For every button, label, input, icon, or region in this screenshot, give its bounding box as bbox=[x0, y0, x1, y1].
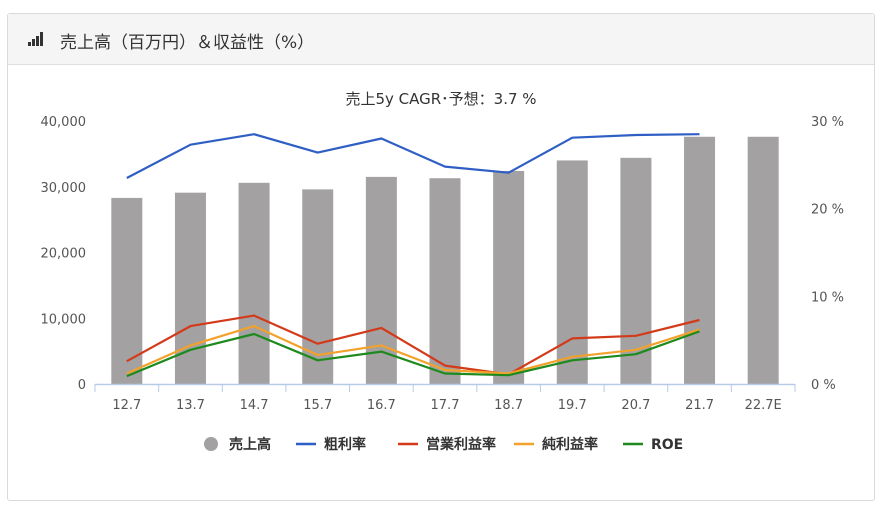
x-tick-label: 21.7 bbox=[685, 398, 714, 413]
line-series-純利益率 bbox=[126, 325, 700, 375]
bar-sales bbox=[111, 197, 143, 384]
legend-label: ROE bbox=[651, 437, 683, 453]
legend-label: 粗利率 bbox=[324, 436, 366, 453]
bar-sales bbox=[174, 192, 206, 384]
legend-label: 純利益率 bbox=[542, 436, 598, 453]
legend-item[interactable]: 売上高 bbox=[204, 436, 271, 453]
chart-card: 売上高（百万円）＆収益性（%） bbox=[7, 13, 875, 501]
x-tick-label: 18.7 bbox=[494, 398, 523, 413]
right-tick-label: 10 % bbox=[811, 290, 844, 305]
bar-sales bbox=[238, 182, 270, 384]
bar-sales bbox=[556, 160, 588, 384]
legend-item[interactable]: 純利益率 bbox=[514, 436, 598, 453]
bar-sales bbox=[747, 136, 779, 384]
bar-sales bbox=[684, 136, 716, 384]
x-tick-label: 16.7 bbox=[367, 398, 396, 413]
x-tick-label: 14.7 bbox=[240, 398, 269, 413]
line-series-ROE bbox=[126, 330, 700, 378]
x-tick-label: 20.7 bbox=[621, 398, 650, 413]
left-tick-label: 20,000 bbox=[41, 247, 87, 262]
x-tick-label: 17.7 bbox=[431, 398, 460, 413]
left-tick-label: 40,000 bbox=[41, 115, 87, 130]
left-tick-label: 0 bbox=[78, 378, 86, 393]
legend-item[interactable]: 営業利益率 bbox=[398, 436, 496, 453]
legend-item[interactable]: ROE bbox=[623, 437, 683, 453]
card-title: 売上高（百万円）＆収益性（%） bbox=[60, 33, 315, 53]
x-tick-label: 12.7 bbox=[112, 398, 141, 413]
card-header: 売上高（百万円）＆収益性（%） bbox=[8, 14, 874, 65]
x-tick-label: 22.7E bbox=[745, 398, 782, 413]
x-tick-label: 15.7 bbox=[303, 398, 332, 413]
line-series-粗利率 bbox=[126, 133, 700, 179]
legend-label: 売上高 bbox=[229, 436, 271, 453]
bar-sales bbox=[429, 178, 461, 384]
legend-circle-icon bbox=[204, 437, 218, 451]
bar-signal-icon bbox=[28, 32, 44, 46]
chart-title: 売上5y CAGR･予想：3.7 % bbox=[345, 90, 536, 108]
right-tick-label: 30 % bbox=[811, 115, 844, 130]
line-series-営業利益率 bbox=[126, 314, 700, 376]
x-tick-label: 19.7 bbox=[558, 398, 587, 413]
legend-item[interactable]: 粗利率 bbox=[296, 436, 366, 453]
left-tick-label: 10,000 bbox=[41, 312, 87, 327]
left-tick-label: 30,000 bbox=[41, 181, 87, 196]
right-tick-label: 20 % bbox=[811, 203, 844, 218]
right-tick-label: 0 % bbox=[811, 378, 836, 393]
legend-label: 営業利益率 bbox=[426, 436, 496, 453]
x-tick-label: 13.7 bbox=[176, 398, 205, 413]
bar-sales bbox=[493, 170, 525, 384]
